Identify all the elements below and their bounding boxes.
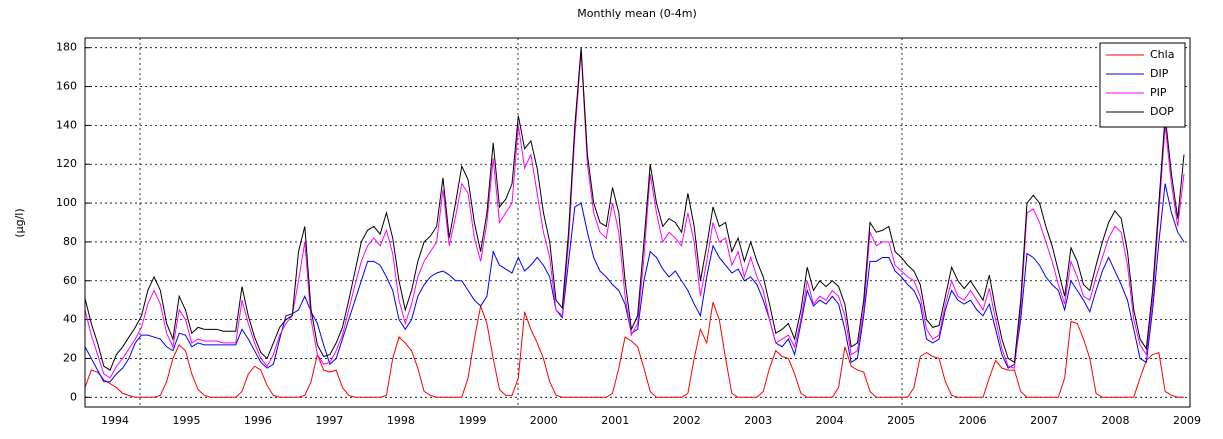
x-tick-label: 1999 [458,414,486,427]
y-tick-label: 120 [56,157,77,170]
x-tick-label: 1994 [101,414,129,427]
x-tick-label: 2007 [1030,414,1058,427]
legend-label: PIP [1150,86,1167,99]
y-tick-label: 80 [63,235,77,248]
y-tick-label: 140 [56,118,77,131]
x-tick-label: 2001 [601,414,629,427]
series-line [84,183,1185,383]
x-tick-label: 2006 [959,414,987,427]
legend-box [1099,42,1186,128]
y-tick-label: 160 [56,80,77,93]
y-tick-label: 180 [56,41,77,54]
series-line [84,47,1185,371]
x-tick-label: 2008 [1102,414,1130,427]
legend-label: Chla [1150,48,1174,61]
x-tick-label: 2005 [887,414,915,427]
series-line [84,51,1185,379]
x-tick-label: 2009 [1173,414,1201,427]
x-tick-label: 2002 [673,414,701,427]
y-tick-label: 20 [63,351,77,364]
plot-frame [84,37,1191,408]
chart-title: Monthly mean (0-4m) [577,7,697,20]
x-tick-label: 2004 [816,414,844,427]
x-tick-label: 1997 [315,414,343,427]
x-tick-label: 1995 [172,414,200,427]
series-line [84,301,1184,398]
x-tick-label: 1996 [244,414,272,427]
x-tick-label: 2000 [530,414,558,427]
y-axis-label: (µg/l) [13,208,26,237]
legend-label: DIP [1150,67,1169,80]
y-tick-label: 0 [70,390,77,403]
x-tick-label: 2003 [744,414,772,427]
y-tick-label: 100 [56,196,77,209]
x-tick-label: 1998 [387,414,415,427]
y-tick-label: 60 [63,274,77,287]
y-tick-label: 40 [63,313,77,326]
legend-label: DOP [1150,105,1174,118]
